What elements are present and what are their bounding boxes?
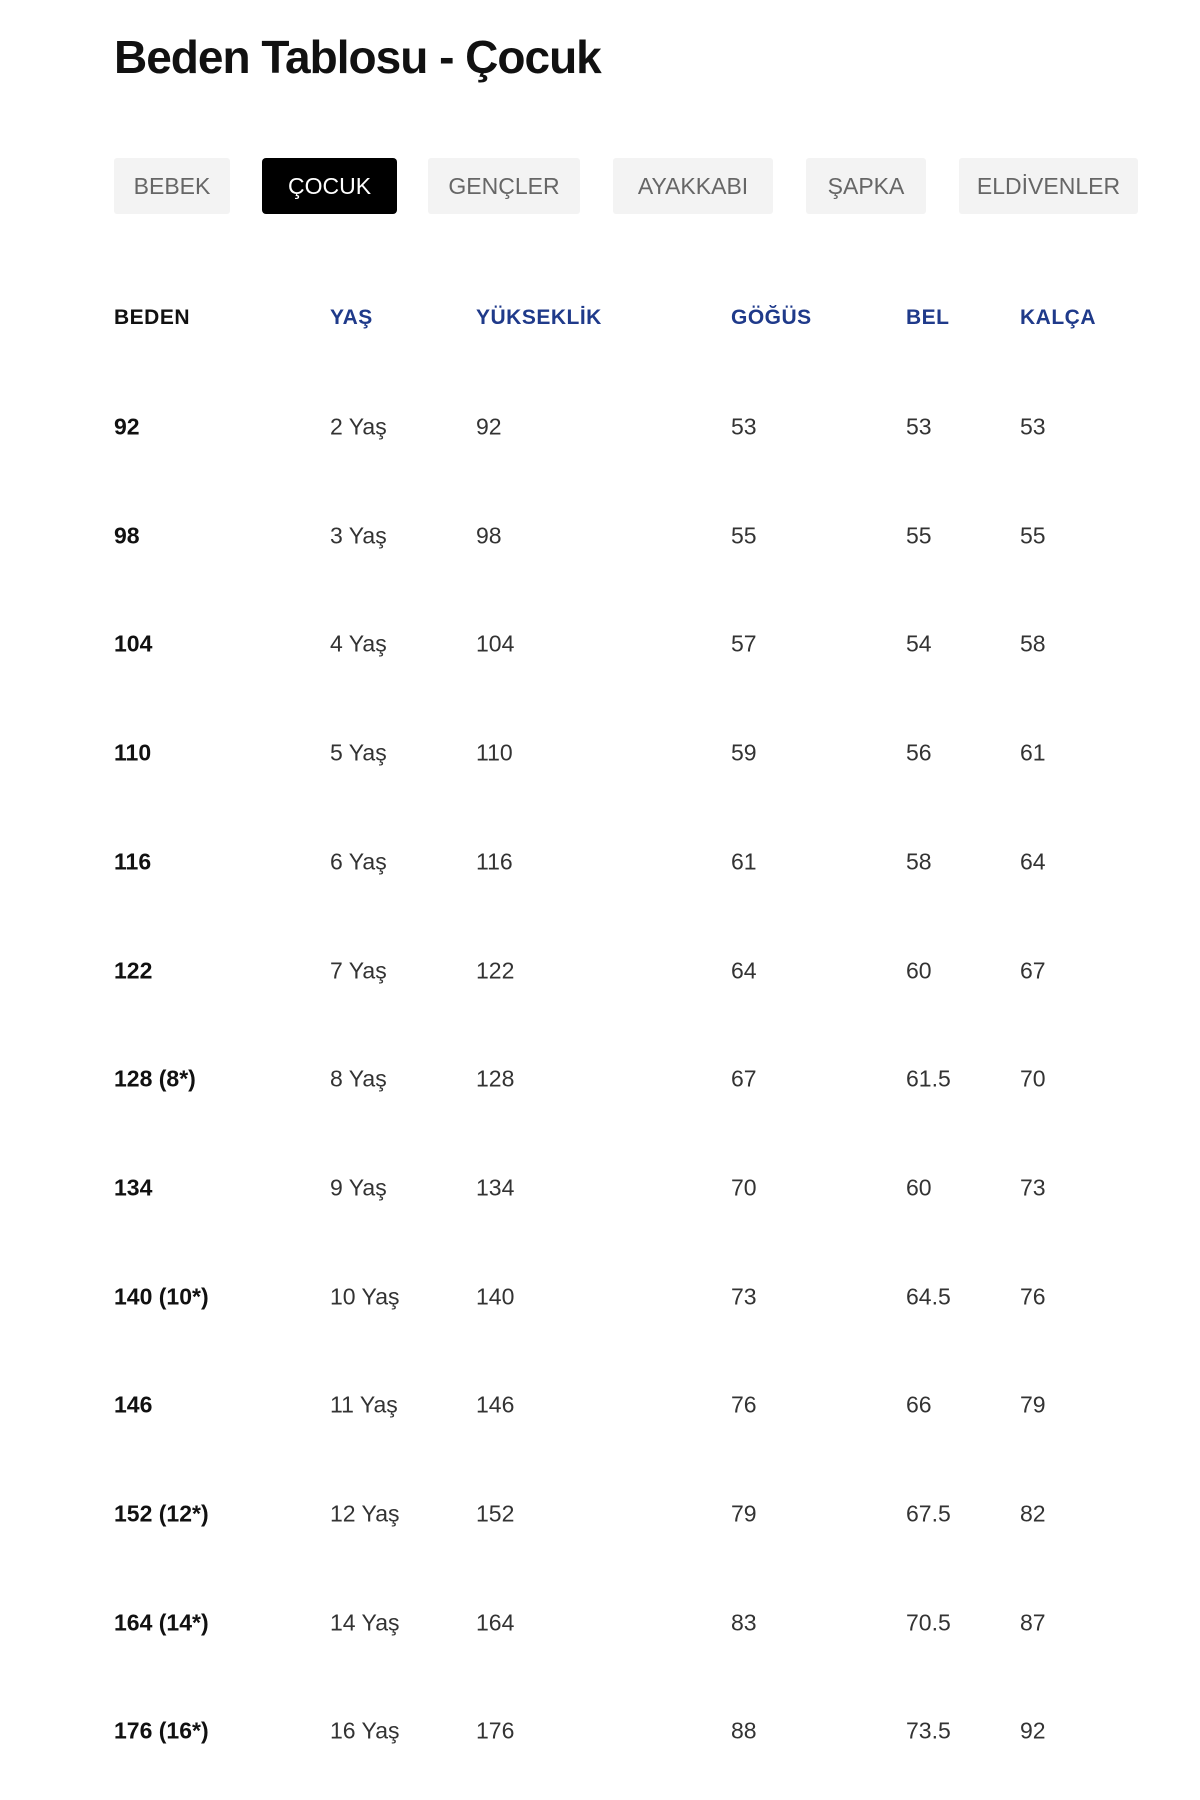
cell-size: 140 (10*) xyxy=(114,1283,209,1310)
cell-hip: 58 xyxy=(1020,630,1046,657)
tab-eldivenler[interactable]: ELDİVENLER xyxy=(959,158,1138,214)
cell-height: 116 xyxy=(476,848,513,875)
cell-waist: 61.5 xyxy=(906,1065,951,1092)
cell-height: 104 xyxy=(476,630,515,657)
cell-size: 164 (14*) xyxy=(114,1609,209,1636)
cell-chest: 57 xyxy=(731,630,757,657)
cell-size: 92 xyxy=(114,413,140,440)
cell-size: 116 xyxy=(114,848,152,875)
column-header-waist: BEL xyxy=(906,306,950,329)
cell-waist: 64.5 xyxy=(906,1283,951,1310)
cell-age: 14 Yaş xyxy=(330,1609,400,1636)
cell-waist: 55 xyxy=(906,522,932,549)
cell-hip: 53 xyxy=(1020,413,1046,440)
column-header-size: BEDEN xyxy=(114,306,191,329)
cell-height: 134 xyxy=(476,1174,515,1201)
cell-hip: 79 xyxy=(1020,1391,1046,1418)
column-header-height: YÜKSEKLİK xyxy=(476,306,602,329)
cell-height: 110 xyxy=(476,739,513,766)
tab-cocuk[interactable]: ÇOCUK xyxy=(262,158,397,214)
cell-height: 152 xyxy=(476,1500,515,1527)
cell-height: 176 xyxy=(476,1717,515,1744)
cell-chest: 67 xyxy=(731,1065,757,1092)
cell-chest: 61 xyxy=(731,848,757,875)
cell-waist: 54 xyxy=(906,630,932,657)
cell-age: 4 Yaş xyxy=(330,630,387,657)
cell-age: 3 Yaş xyxy=(330,522,387,549)
cell-hip: 67 xyxy=(1020,957,1046,983)
cell-hip: 87 xyxy=(1020,1609,1046,1636)
cell-waist: 66 xyxy=(906,1391,932,1418)
cell-chest: 76 xyxy=(731,1391,757,1418)
cell-chest: 73 xyxy=(731,1283,757,1310)
cell-size: 110 xyxy=(114,739,152,766)
cell-size: 176 (16*) xyxy=(114,1717,209,1744)
cell-chest: 64 xyxy=(731,957,757,983)
cell-waist: 58 xyxy=(906,848,932,875)
cell-waist: 60 xyxy=(906,1174,932,1201)
cell-size: 152 (12*) xyxy=(114,1500,209,1527)
cell-age: 8 Yaş xyxy=(330,1065,387,1092)
cell-age: 11 Yaş xyxy=(330,1391,398,1418)
page-title: Beden Tablosu - Çocuk xyxy=(114,31,602,83)
cell-age: 12 Yaş xyxy=(330,1500,400,1527)
cell-hip: 82 xyxy=(1020,1500,1046,1527)
cell-hip: 61 xyxy=(1020,739,1046,766)
cell-chest: 55 xyxy=(731,522,757,549)
cell-waist: 73.5 xyxy=(906,1717,951,1744)
cell-chest: 53 xyxy=(731,413,757,440)
cell-chest: 79 xyxy=(731,1500,757,1527)
cell-height: 92 xyxy=(476,413,502,440)
cell-height: 140 xyxy=(476,1283,515,1310)
cell-hip: 92 xyxy=(1020,1717,1046,1744)
cell-size: 146 xyxy=(114,1391,153,1418)
cell-height: 122 xyxy=(476,957,515,983)
cell-age: 6 Yaş xyxy=(330,848,387,875)
cell-waist: 70.5 xyxy=(906,1609,951,1636)
cell-size: 122 xyxy=(114,957,153,983)
cell-hip: 76 xyxy=(1020,1283,1046,1310)
cell-size: 98 xyxy=(114,522,140,549)
cell-hip: 55 xyxy=(1020,522,1046,549)
cell-hip: 73 xyxy=(1020,1174,1046,1201)
cell-chest: 70 xyxy=(731,1174,757,1201)
cell-waist: 67.5 xyxy=(906,1500,951,1527)
cell-age: 2 Yaş xyxy=(330,413,387,440)
cell-height: 98 xyxy=(476,522,502,549)
cell-hip: 64 xyxy=(1020,848,1046,875)
cell-age: 5 Yaş xyxy=(330,739,387,766)
cell-chest: 59 xyxy=(731,739,757,766)
tab-bebek[interactable]: BEBEK xyxy=(114,158,230,214)
column-header-chest: GÖĞÜS xyxy=(731,306,812,329)
cell-chest: 88 xyxy=(731,1717,757,1744)
cell-age: 9 Yaş xyxy=(330,1174,387,1201)
tab-gencler[interactable]: GENÇLER xyxy=(428,158,580,214)
cell-age: 7 Yaş xyxy=(330,957,387,983)
cell-height: 164 xyxy=(476,1609,515,1636)
cell-waist: 60 xyxy=(906,957,932,983)
tab-sapka[interactable]: ŞAPKA xyxy=(806,158,926,214)
cell-chest: 83 xyxy=(731,1609,757,1636)
cell-size: 134 xyxy=(114,1174,153,1201)
cell-size: 128 (8*) xyxy=(114,1065,196,1092)
column-header-age: YAŞ xyxy=(330,306,373,329)
cell-height: 128 xyxy=(476,1065,515,1092)
tab-ayakkabi[interactable]: AYAKKABI xyxy=(613,158,773,214)
cell-hip: 70 xyxy=(1020,1065,1046,1092)
cell-age: 16 Yaş xyxy=(330,1717,400,1744)
cell-size: 104 xyxy=(114,630,153,657)
cell-waist: 56 xyxy=(906,739,932,766)
cell-height: 146 xyxy=(476,1391,515,1418)
cell-age: 10 Yaş xyxy=(330,1283,400,1310)
cell-waist: 53 xyxy=(906,413,932,440)
column-header-hip: KALÇA xyxy=(1020,306,1096,329)
